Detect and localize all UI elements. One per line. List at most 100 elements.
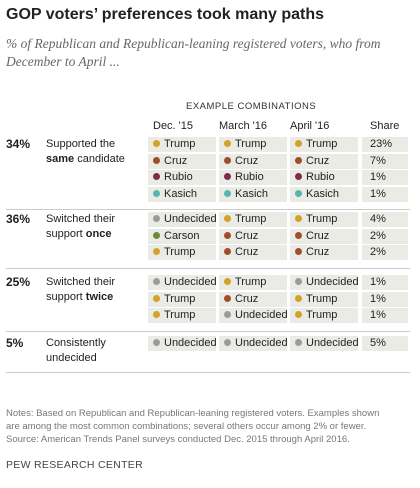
share: 2% (370, 229, 386, 242)
cell: Trump (148, 291, 216, 307)
cell: 1% (362, 170, 408, 185)
candidate-dot (295, 140, 302, 147)
label-text: same (46, 153, 75, 165)
group-label: Switched their (46, 275, 115, 290)
candidate: Cruz (235, 154, 259, 167)
label-text: Switched their (46, 276, 116, 288)
share: 1% (370, 309, 386, 321)
candidate: Rubio (306, 171, 335, 183)
cell: Undecided (148, 212, 217, 227)
label-text: Supported the (46, 138, 116, 150)
candidate-dot (224, 156, 231, 164)
candidate-dot (153, 215, 160, 222)
subtitle: % of Republican and Republican-leaning r… (6, 36, 381, 51)
candidate-dot (224, 173, 231, 180)
candidate-dot (295, 215, 302, 222)
column-header: Share (370, 120, 400, 132)
candidate: Cruz (235, 246, 259, 258)
cell: Trump (219, 275, 287, 290)
candidate-dot (153, 248, 160, 255)
candidate-dot (295, 294, 302, 302)
candidate: Kasich (306, 187, 340, 200)
cell: Undecided (290, 275, 359, 290)
candidate-dot (295, 189, 302, 197)
candidate-dot (224, 189, 231, 197)
group-label: support twice (46, 290, 113, 305)
cell: Undecided (219, 308, 288, 323)
group-label: Consistently (46, 336, 106, 351)
share: 7% (370, 154, 386, 167)
candidate: Rubio (235, 171, 264, 183)
candidate-dot (295, 339, 302, 346)
cell: Undecided (148, 275, 217, 290)
label-text: Switched their (46, 213, 116, 225)
label-text: Consistently (46, 337, 106, 349)
candidate-dot (224, 140, 231, 147)
candidate-dot (153, 339, 160, 346)
cell: Kasich (219, 186, 287, 202)
candidate-dot (153, 140, 160, 147)
label-text: undecided (46, 352, 97, 364)
group-label: support once (46, 227, 111, 242)
cell: Trump (148, 308, 216, 323)
cell: 1% (362, 308, 408, 323)
cell: Trump (219, 137, 287, 152)
candidate: Cruz (164, 154, 188, 167)
label-text: support (46, 228, 83, 240)
cell: Trump (290, 308, 358, 323)
cell: 1% (362, 275, 408, 290)
share: 2% (370, 246, 386, 258)
group-label: undecided (46, 351, 97, 366)
cell: 2% (362, 245, 408, 260)
share: 4% (370, 213, 386, 225)
column-header: March '16 (219, 120, 267, 132)
candidate: Undecided (164, 213, 217, 225)
candidate-dot (153, 311, 160, 318)
candidate-dot (224, 215, 231, 222)
cell: Cruz (290, 245, 358, 260)
candidate: Cruz (235, 292, 259, 305)
column-header: April '16 (290, 120, 330, 132)
candidate: Trump (306, 138, 338, 150)
share: 23% (370, 138, 393, 150)
share: 1% (370, 276, 386, 288)
cell: Cruz (290, 228, 358, 244)
separator (6, 267, 410, 269)
candidate-dot (224, 248, 231, 255)
group-label: Switched their (46, 212, 115, 227)
candidate-dot (224, 294, 231, 302)
candidate: Trump (164, 292, 196, 305)
candidate: Undecided (164, 337, 217, 349)
cell: Trump (290, 212, 358, 227)
cell: Trump (148, 137, 216, 152)
candidate-dot (295, 173, 302, 180)
cell: 4% (362, 212, 408, 227)
note: are among the most common combinations; … (6, 421, 367, 432)
cell: 23% (362, 137, 408, 152)
candidate: Kasich (235, 187, 269, 200)
candidate-dot (153, 231, 160, 239)
candidate: Undecided (235, 309, 288, 321)
cell: Rubio (290, 170, 358, 185)
share: 1% (370, 171, 386, 183)
cell: Trump (148, 245, 216, 260)
cell: Undecided (219, 336, 288, 351)
note: Notes: Based on Republican and Republica… (6, 408, 380, 419)
group-total: 34% (6, 137, 31, 151)
candidate: Undecided (235, 337, 288, 349)
cell: Cruz (148, 153, 216, 169)
label-text: twice (85, 291, 114, 303)
candidate: Trump (306, 213, 338, 225)
candidate-dot (295, 156, 302, 164)
super-header: EXAMPLE COMBINATIONS (186, 101, 317, 112)
share: 1% (370, 292, 386, 305)
candidate-dot (295, 311, 302, 318)
label-text: once (85, 228, 112, 240)
separator (6, 330, 410, 332)
cell: Cruz (290, 153, 358, 169)
title: GOP voters’ preferences took many paths (6, 6, 325, 23)
candidate-dot (153, 278, 160, 285)
candidate: Cruz (306, 229, 330, 242)
candidate: Carson (164, 229, 200, 242)
candidate: Trump (306, 292, 338, 305)
